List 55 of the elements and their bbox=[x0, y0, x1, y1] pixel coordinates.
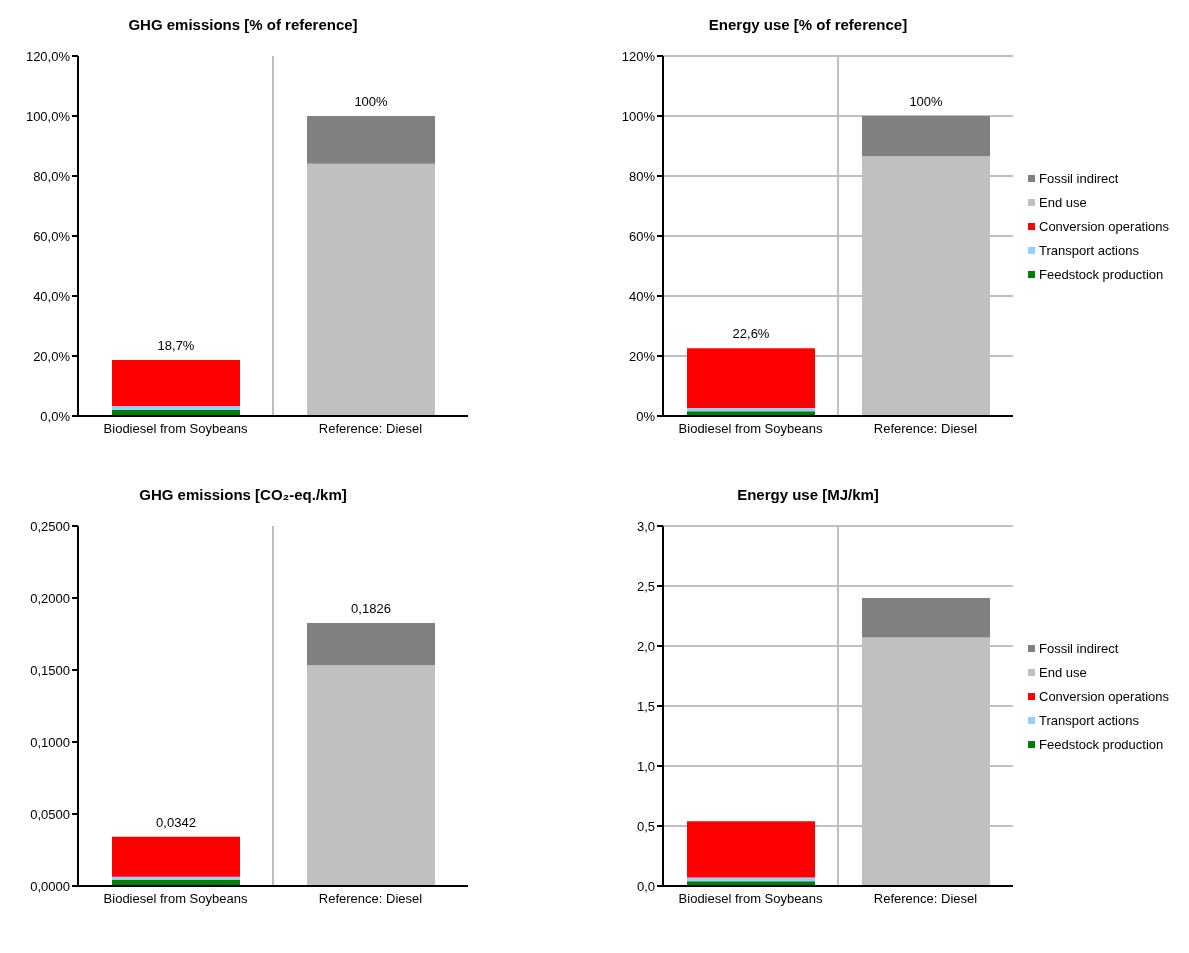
y-tick-label: 20,0% bbox=[33, 348, 71, 364]
y-tick-label: 40% bbox=[628, 288, 656, 304]
chart-title: Energy use [% of reference] bbox=[707, 15, 909, 35]
y-tick-label: 80% bbox=[628, 168, 656, 184]
y-tick-label: 40,0% bbox=[33, 288, 71, 304]
y-tick-label: 0% bbox=[636, 408, 656, 424]
chart-title: GHG emissions [% of reference] bbox=[127, 15, 359, 35]
x-tick-label: Biodiesel from Soybeans bbox=[103, 421, 248, 437]
legend-label: Conversion operations bbox=[1039, 688, 1170, 704]
x-tick-label: Biodiesel from Soybeans bbox=[103, 891, 248, 907]
legend-label: Fossil indirect bbox=[1039, 170, 1119, 186]
y-tick-label: 120% bbox=[621, 48, 656, 64]
legend-label: Fossil indirect bbox=[1039, 640, 1119, 656]
chart-title: Energy use [MJ/km] bbox=[736, 485, 880, 505]
y-tick-label: 0,0500 bbox=[30, 806, 70, 822]
x-tick-label: Reference: Diesel bbox=[318, 891, 423, 907]
y-tick-label: 1,5 bbox=[636, 698, 655, 714]
legend-label: Transport actions bbox=[1039, 242, 1139, 258]
legend-label: Conversion operations bbox=[1039, 218, 1170, 234]
x-tick-label: Reference: Diesel bbox=[318, 421, 423, 437]
x-tick-label: Reference: Diesel bbox=[873, 891, 978, 907]
y-tick-label: 0,1000 bbox=[30, 734, 70, 750]
y-tick-label: 3,0 bbox=[636, 518, 655, 534]
y-tick-label: 0,0 bbox=[636, 878, 655, 894]
y-tick-label: 100% bbox=[621, 108, 656, 124]
legend-label: Feedstock production bbox=[1039, 736, 1164, 752]
y-tick-label: 80,0% bbox=[33, 168, 71, 184]
x-tick-label: Reference: Diesel bbox=[873, 421, 978, 437]
total-label: 22,6% bbox=[732, 326, 770, 342]
y-tick-label: 0,5 bbox=[636, 818, 655, 834]
total-label: 100% bbox=[909, 94, 944, 109]
legend-label: Feedstock production bbox=[1039, 266, 1164, 282]
total-label: 0,1826 bbox=[351, 601, 391, 617]
y-tick-label: 0,0% bbox=[40, 408, 71, 424]
y-tick-label: 120,0% bbox=[25, 48, 71, 64]
y-tick-label: 1,0 bbox=[636, 758, 655, 774]
y-tick-label: 100,0% bbox=[25, 108, 71, 124]
x-tick-label: Biodiesel from Soybeans bbox=[678, 891, 823, 907]
y-tick-label: 0,2500 bbox=[30, 518, 70, 534]
y-tick-label: 0,2000 bbox=[30, 590, 70, 606]
y-tick-label: 60,0% bbox=[33, 228, 71, 244]
total-label: 0,0342 bbox=[156, 814, 196, 830]
legend-label: End use bbox=[1039, 664, 1087, 680]
y-tick-label: 0,1500 bbox=[30, 662, 70, 678]
y-tick-label: 60% bbox=[628, 228, 656, 244]
y-tick-label: 2,0 bbox=[636, 638, 655, 654]
x-tick-label: Biodiesel from Soybeans bbox=[678, 421, 823, 437]
legend-label: Transport actions bbox=[1039, 712, 1139, 728]
chart-title: GHG emissions [CO₂-eq./km] bbox=[138, 485, 348, 505]
total-label: 18,7% bbox=[157, 337, 195, 353]
y-tick-label: 2,5 bbox=[636, 578, 655, 594]
legend-label: End use bbox=[1039, 194, 1087, 210]
total-label: 100% bbox=[354, 94, 389, 109]
y-tick-label: 0,0000 bbox=[30, 878, 70, 894]
y-tick-label: 20% bbox=[628, 348, 656, 364]
